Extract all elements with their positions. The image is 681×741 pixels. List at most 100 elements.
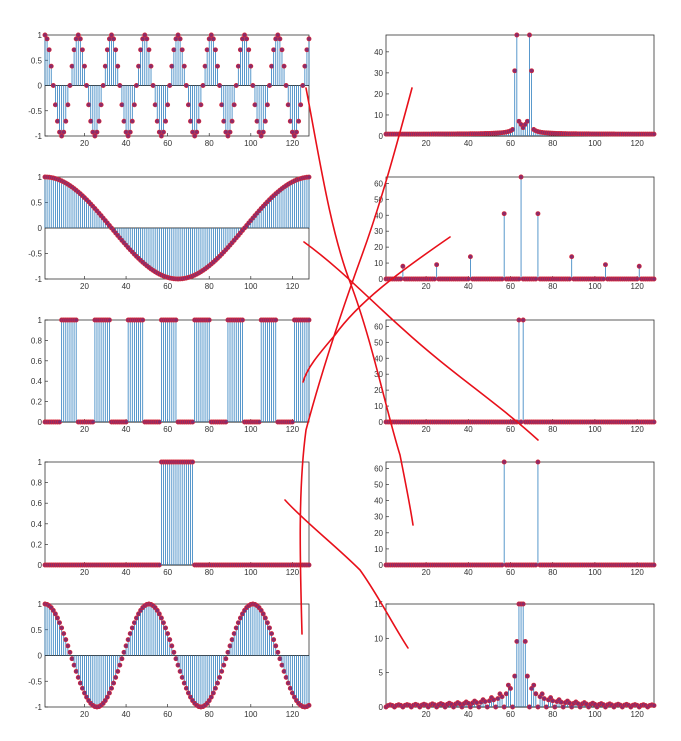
chart-left-2: 20 40 60 80 100 120 -1 -0.5 0 0.5 1 — [28, 173, 312, 291]
x-tick-label: 100 — [588, 139, 602, 148]
stem-marker — [524, 673, 530, 679]
x-tick-label: 80 — [205, 425, 214, 434]
stem-marker — [111, 36, 117, 42]
stem-marker — [121, 118, 127, 124]
stem-marker — [240, 317, 245, 323]
y-tick-label: 0 — [379, 275, 384, 284]
chart-left-3: 20 40 60 80 100 120 0 0.2 0.4 0.6 0.8 1 — [31, 316, 312, 434]
stem-marker — [260, 611, 266, 617]
stem-marker — [123, 129, 129, 135]
stem-marker — [248, 63, 254, 69]
stem-marker — [127, 129, 133, 135]
stem-marker — [219, 668, 225, 674]
stem-marker — [156, 419, 162, 425]
stem-marker — [42, 32, 48, 38]
stem-marker — [173, 656, 179, 662]
stem-marker — [291, 133, 297, 139]
x-tick-label: 120 — [286, 282, 300, 291]
stem-marker — [533, 691, 539, 697]
stem-marker — [225, 133, 231, 139]
stem-marker — [264, 102, 270, 108]
stem-marker — [229, 637, 235, 643]
stem-marker — [102, 698, 108, 704]
stem-marker — [65, 643, 71, 649]
y-tick-label: 0 — [38, 224, 43, 233]
chart-right-2: 20 40 60 80 100 120 0 10 20 30 40 50 60 — [374, 174, 657, 291]
x-tick-label: 80 — [205, 568, 214, 577]
stem-marker — [219, 102, 225, 108]
stem-marker — [115, 668, 121, 674]
stem-marker — [98, 102, 104, 108]
y-tick-label: 15 — [374, 600, 383, 609]
stem-marker — [235, 63, 241, 69]
x-tick-label: 120 — [630, 425, 644, 434]
chart-right-4: 20 40 60 80 100 120 0 10 20 30 40 50 60 — [374, 459, 657, 577]
x-tick-label: 40 — [122, 139, 131, 148]
x-tick-label: 20 — [80, 710, 89, 719]
x-tick-label: 60 — [163, 139, 172, 148]
stem-marker — [152, 102, 158, 108]
stem-marker — [106, 317, 112, 323]
y-tick-label: 10 — [374, 634, 383, 643]
stem-marker — [250, 83, 256, 88]
x-tick-label: 20 — [422, 425, 431, 434]
stem-marker — [217, 674, 223, 680]
x-tick-label: 40 — [122, 568, 131, 577]
x-tick-label: 40 — [464, 282, 473, 291]
y-tick-label: 10 — [374, 111, 383, 120]
y-tick-label: 40 — [374, 497, 383, 506]
stem-marker — [129, 118, 135, 124]
x-tick-label: 100 — [244, 568, 258, 577]
stem-marker — [210, 36, 216, 42]
x-tick-label: 20 — [422, 710, 431, 719]
chart-left-4: 20 40 60 80 100 120 0 0.2 0.4 0.6 0.8 1 — [31, 458, 312, 577]
stem-marker — [156, 562, 162, 568]
stem-marker — [113, 674, 119, 680]
x-tick-label: 60 — [506, 568, 515, 577]
stem-marker — [131, 102, 137, 108]
stem-marker — [50, 607, 56, 613]
x-tick-label: 120 — [286, 425, 300, 434]
stem-marker — [240, 36, 245, 42]
stem-marker — [277, 36, 283, 42]
y-tick-label: 0.6 — [31, 499, 43, 508]
stem-marker — [524, 118, 530, 124]
y-tick-label: 5 — [379, 669, 384, 678]
stem-marker — [69, 63, 75, 69]
x-tick-label: 40 — [122, 710, 131, 719]
y-tick-label: 50 — [374, 481, 383, 490]
stem-marker — [44, 36, 50, 42]
stem-marker — [285, 102, 291, 108]
y-tick-label: 0 — [379, 132, 384, 141]
stem-marker — [156, 611, 162, 617]
stem-marker — [111, 680, 117, 686]
stem-marker — [520, 601, 526, 607]
stem-marker — [117, 83, 123, 88]
stem-marker — [275, 32, 281, 38]
stem-marker — [267, 625, 272, 631]
stem-marker — [73, 36, 79, 42]
stem-marker — [158, 133, 164, 139]
stem-marker — [398, 276, 404, 282]
stem-marker — [119, 102, 125, 108]
x-tick-label: 100 — [588, 425, 602, 434]
y-tick-label: -1 — [35, 275, 43, 284]
stem-marker — [131, 620, 137, 626]
stem-marker — [304, 47, 310, 53]
stem-marker — [258, 133, 264, 139]
stem-marker — [306, 702, 312, 708]
stem-marker — [192, 133, 198, 139]
stem-marker — [233, 83, 239, 88]
stem-marker — [296, 118, 302, 124]
stem-marker — [55, 118, 60, 124]
stem-marker — [144, 36, 150, 42]
stem-marker — [173, 317, 179, 323]
x-tick-label: 120 — [286, 568, 300, 577]
y-tick-label: 20 — [374, 386, 383, 395]
chart-right-5: 20 40 60 80 100 120 0 5 10 15 — [374, 600, 657, 719]
stem-marker — [52, 102, 58, 108]
stem-marker — [165, 102, 171, 108]
y-tick-label: 20 — [374, 529, 383, 538]
x-tick-label: 20 — [80, 139, 89, 148]
